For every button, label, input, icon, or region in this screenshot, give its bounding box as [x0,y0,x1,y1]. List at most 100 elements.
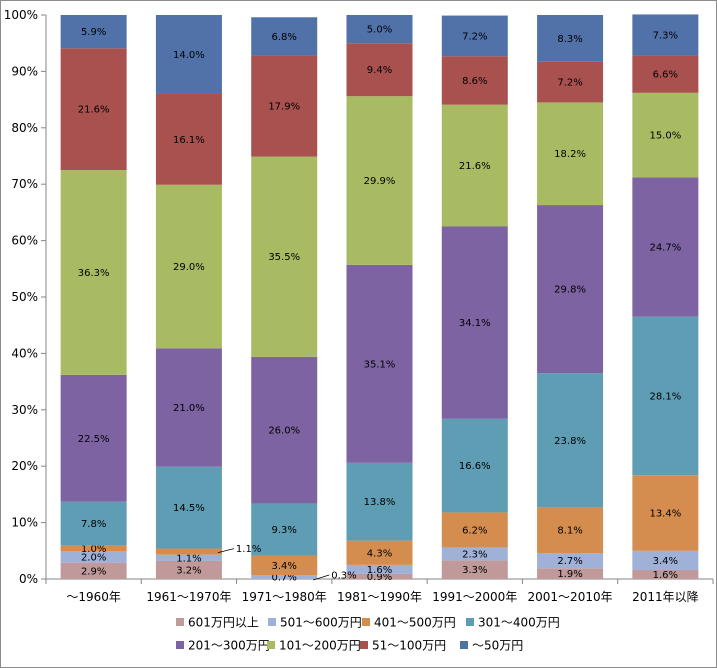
bar-segment [632,569,699,579]
bar-segment [155,466,222,549]
legend-swatch [360,641,368,649]
bar-segment [441,104,508,227]
bar-segment [632,92,699,178]
callout-leader [217,548,235,554]
y-tick-label: 20% [11,459,38,473]
bar-segment [155,348,222,467]
data-label: 21.0% [173,403,205,414]
data-label: 9.3% [272,525,297,536]
bar-segment [441,418,508,513]
bar-segment [441,15,508,57]
data-label: 9.4% [367,65,392,76]
data-label: 6.2% [462,525,487,536]
data-label: 35.5% [268,252,300,263]
data-label: 0.7% [272,573,297,584]
bar-segment [537,568,604,579]
legend-label: 501～600万円 [280,616,362,630]
data-label: 2.3% [462,549,487,560]
legend-label: 101～200万円 [279,639,361,653]
x-tick-label: ～1960年 [66,590,121,604]
data-label: 24.7% [649,243,681,254]
bar-segment [251,356,318,504]
data-label: 3.2% [176,565,201,576]
data-label: 1.6% [367,565,392,576]
y-tick-label: 10% [11,516,38,530]
data-label: 1.9% [557,569,582,580]
bar-segment [60,170,127,375]
bar-segment [441,547,508,561]
data-label: 14.0% [173,50,205,61]
y-tick-label: 0% [19,572,38,586]
bar-segment [632,475,699,551]
bar-segment [251,503,318,556]
callout-label: 1.1% [236,544,261,555]
x-tick-label: 1971～1980年 [242,590,327,604]
data-label: 1.0% [81,544,106,555]
data-label: 28.1% [649,391,681,402]
bar-segment [537,205,604,374]
bar-segment [537,507,604,554]
legend-label: 401～500万円 [374,616,456,630]
bar-segment [346,43,413,97]
data-label: 21.6% [459,161,491,172]
data-label: 35.1% [364,359,396,370]
bar-segment [537,61,604,103]
bar-segment [346,96,413,265]
legend-label: 601万円以上 [188,616,259,630]
data-label: 21.6% [78,105,110,116]
callout-leader [313,574,330,581]
bar-segment [251,575,318,579]
bar-segment [346,573,413,579]
bar-segment [632,55,699,93]
x-tick-label: 1961～1970年 [146,590,231,604]
bar-segment [155,554,222,561]
data-label: 29.9% [364,176,396,187]
legend-swatch [176,641,184,649]
y-tick-label: 40% [11,346,38,360]
data-label: 8.6% [462,76,487,87]
data-label: 7.8% [81,519,106,530]
data-label: 5.9% [81,27,106,38]
data-label: 29.0% [173,262,205,273]
data-label: 13.4% [649,509,681,520]
bar-segment [60,374,127,502]
bar-segment [155,560,222,579]
data-label: 22.5% [78,434,110,445]
bar-segment [60,551,127,563]
data-label: 16.6% [459,461,491,472]
bar-segment [251,555,318,576]
legend-swatch [460,641,468,649]
y-tick-label: 80% [11,121,38,135]
y-tick-label: 30% [11,403,38,417]
bar-segment [441,560,508,579]
data-label: 4.3% [367,548,392,559]
bar-segment [60,501,127,546]
bar-segment [155,184,222,349]
bar-segment [155,93,222,185]
legend-swatch [267,641,275,649]
y-tick-label: 70% [11,177,38,191]
bar-segment [346,564,413,574]
bar-segment [60,48,127,171]
data-label: 3.4% [653,556,678,567]
bar-segment [537,102,604,206]
data-label: 23.8% [554,436,586,447]
legend-label: ～50万円 [472,639,523,653]
bar-segment [537,553,604,569]
bar-segment [251,55,318,157]
data-label: 8.3% [557,34,582,45]
legend-label: 201～300万円 [188,639,270,653]
data-label: 13.8% [364,497,396,508]
bar-segment [537,15,604,62]
bar-segment [251,17,318,56]
bar-segment [60,545,127,552]
legend-swatch [268,618,276,626]
bar-segment [346,540,413,565]
legend-swatch [466,618,474,626]
data-label: 14.5% [173,503,205,514]
bar-segment [155,548,222,555]
data-label: 6.6% [653,70,678,81]
legend-label: 51～100万円 [372,639,446,653]
data-label: 3.4% [272,561,297,572]
x-tick-label: 2011年以降 [632,590,699,604]
